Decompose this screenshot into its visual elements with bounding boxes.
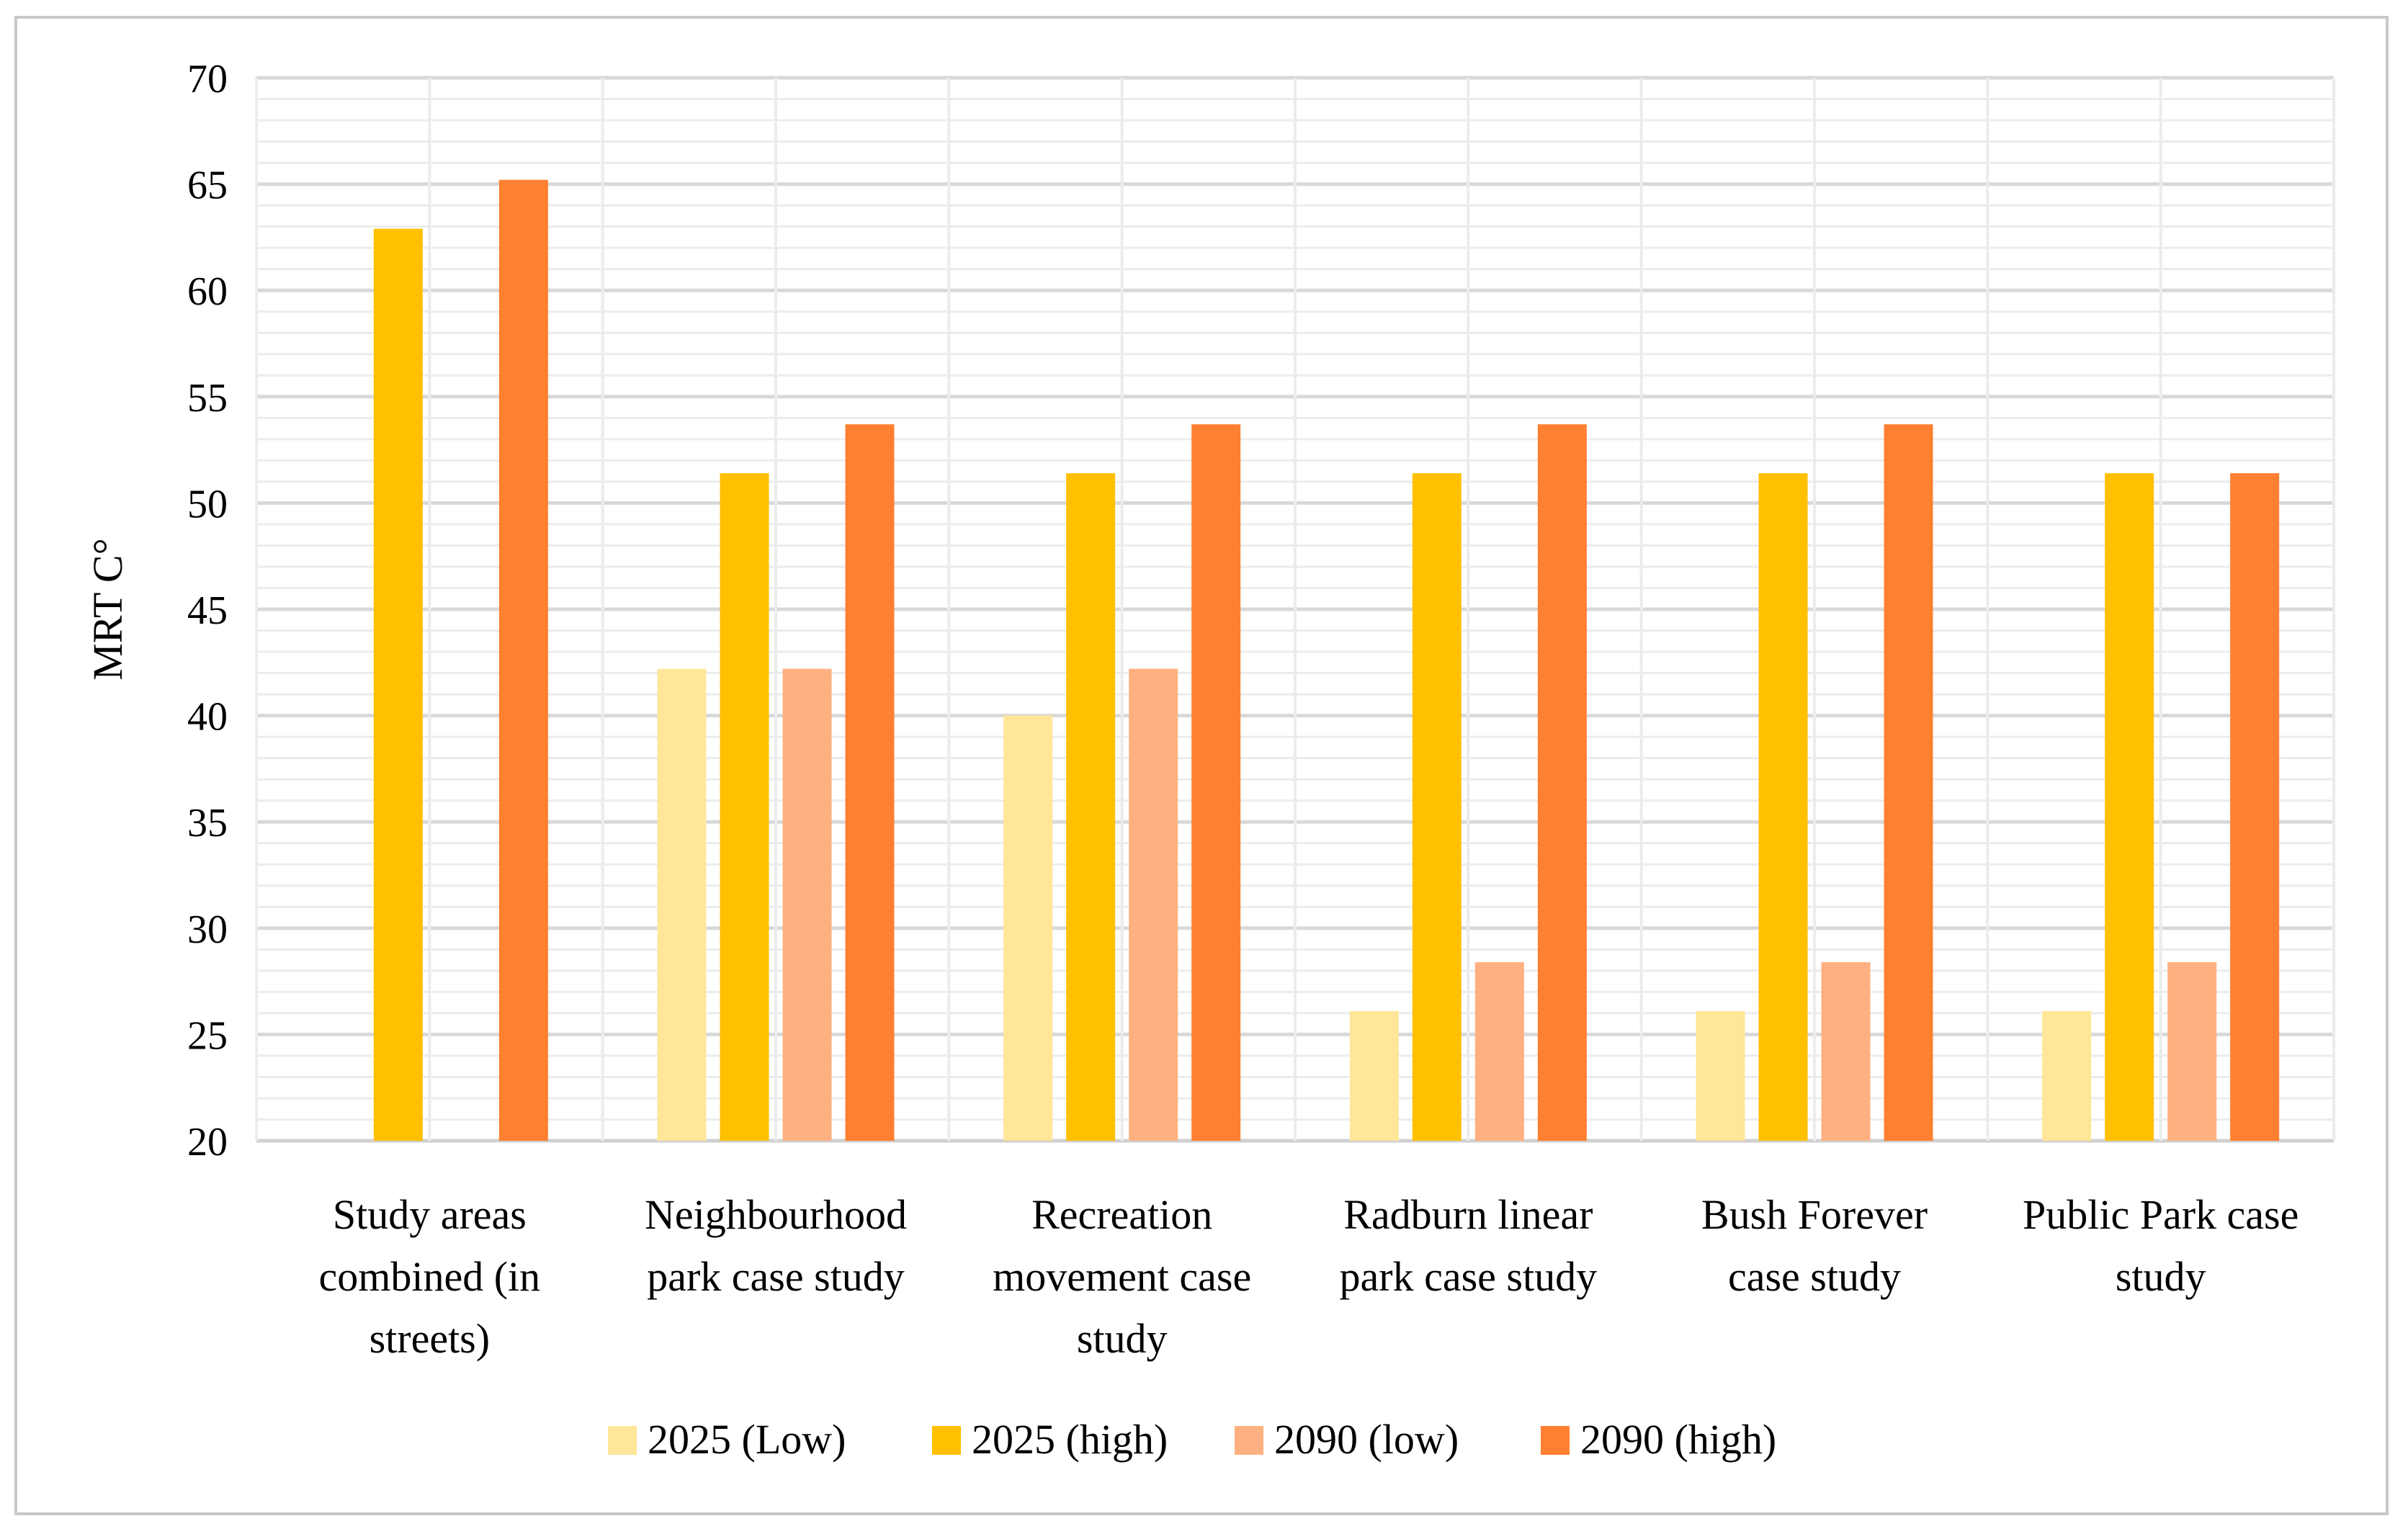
legend: 2025 (Low) 2025 (high) 2090 (low) 2090 (hig… xyxy=(608,1416,1776,1463)
legend-label: 2090 (low) xyxy=(1274,1416,1459,1463)
legend-label: 2090 (high) xyxy=(1580,1416,1776,1463)
x-tick-label: combined (in xyxy=(319,1253,541,1300)
labels: 20 25 30 35 40 45 50 55 60 65 70 Study areas combine… xyxy=(84,57,2299,1362)
bars xyxy=(373,179,2280,1141)
y-tick-label: 40 xyxy=(187,695,228,740)
legend-label: 2025 (high) xyxy=(972,1416,1168,1463)
legend-swatch xyxy=(608,1426,637,1455)
bar-2090-low xyxy=(1821,962,1871,1141)
bar-2090-low xyxy=(2167,962,2217,1141)
bar-2090-low xyxy=(782,668,832,1141)
y-tick-label: 30 xyxy=(187,907,228,952)
x-tick-label: movement case xyxy=(993,1253,1251,1300)
y-tick-label: 70 xyxy=(187,57,228,102)
bar-2025-high xyxy=(1758,473,1808,1141)
x-tick-label: Public Park case xyxy=(2023,1191,2299,1238)
bar-2025-low xyxy=(2042,1010,2092,1141)
bar-2025-high xyxy=(373,228,423,1141)
x-tick-label: Study areas xyxy=(333,1191,527,1238)
y-tick-label: 25 xyxy=(187,1013,228,1058)
bar-2025-high xyxy=(2105,473,2154,1141)
bar-2025-high xyxy=(720,473,769,1141)
x-tick-label: park case study xyxy=(647,1253,905,1300)
grid xyxy=(255,76,2335,1143)
y-tick-label: 45 xyxy=(187,588,228,633)
x-tick-label: park case study xyxy=(1340,1253,1598,1300)
bar-2025-low xyxy=(1349,1010,1399,1141)
x-tick-label: study xyxy=(1077,1315,1168,1362)
bar-2025-low xyxy=(657,668,707,1141)
bar-2090-low xyxy=(1474,962,1524,1141)
legend-label: 2025 (Low) xyxy=(648,1416,846,1463)
y-axis-label: MRT C° xyxy=(84,538,131,681)
bar-2090-high xyxy=(1537,424,1587,1141)
x-tick-label: Radburn linear xyxy=(1343,1191,1593,1238)
y-tick-label: 55 xyxy=(187,376,228,421)
legend-swatch xyxy=(932,1426,961,1455)
bar-2090-high xyxy=(1884,424,1933,1141)
y-tick-label: 35 xyxy=(187,801,228,846)
bar-chart: 20 25 30 35 40 45 50 55 60 65 70 Study areas combine… xyxy=(84,57,2335,1463)
x-tick-label: case study xyxy=(1728,1253,1901,1300)
bar-2090-low xyxy=(1129,668,1178,1141)
y-tick-label: 50 xyxy=(187,482,228,526)
bar-2090-high xyxy=(2230,473,2280,1141)
bar-2025-low xyxy=(1003,715,1053,1141)
bar-2025-high xyxy=(1412,473,1462,1141)
y-tick-label: 20 xyxy=(187,1120,228,1165)
bar-2025-low xyxy=(1696,1010,1745,1141)
y-tick-label: 65 xyxy=(187,163,228,208)
bar-2025-high xyxy=(1066,473,1116,1141)
x-tick-label: streets) xyxy=(370,1315,491,1362)
x-tick-label: study xyxy=(2116,1253,2206,1300)
y-tick-label: 60 xyxy=(187,269,228,314)
chart-frame: 20 25 30 35 40 45 50 55 60 65 70 Study areas combine… xyxy=(14,16,2389,1515)
bar-2090-high xyxy=(845,424,895,1141)
legend-swatch xyxy=(1541,1426,1570,1455)
x-tick-label: Bush Forever xyxy=(1701,1191,1928,1238)
bar-2090-high xyxy=(498,179,548,1141)
x-tick-label: Neighbourhood xyxy=(645,1191,907,1238)
bar-2090-high xyxy=(1191,424,1241,1141)
legend-swatch xyxy=(1235,1426,1263,1455)
x-tick-label: Recreation xyxy=(1031,1191,1212,1238)
